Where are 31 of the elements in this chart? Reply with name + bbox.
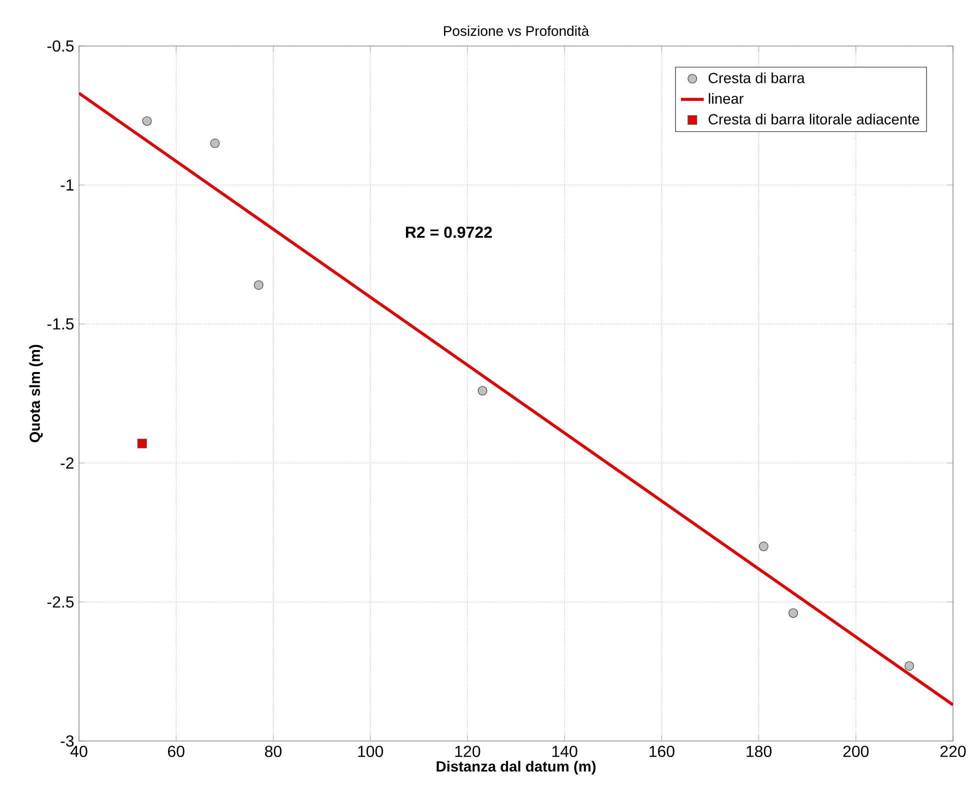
x-axis-title: Distanza dal datum (m) [436,760,596,775]
point [478,386,488,396]
y-tick-label: -1 [60,180,74,191]
y-axis-title: Quota slm (m) [29,344,43,442]
point [137,438,147,448]
y-tick-label: -2 [60,457,74,469]
x-tick-label: 140 [552,746,578,758]
y-tick-label: -2.5 [47,596,74,608]
x-tick-label: 60 [168,746,184,758]
x-tick-label: 180 [746,746,772,758]
point [254,280,264,290]
x-tick-label: 220 [940,746,966,758]
legend-label: linear [708,93,744,104]
x-tick-label: 160 [650,746,674,758]
x-tick-label: 80 [265,746,282,758]
point [788,608,798,618]
y-tick-label: -1.5 [47,318,74,330]
y-tick-label: -0.5 [47,40,74,52]
point [904,661,914,671]
x-tick-label: 200 [843,746,869,758]
x-tick-label: 100 [358,746,384,758]
x-tick-label: 40 [70,746,88,758]
annotation: R2 = 0.9722 [406,226,492,238]
chart-title: Posizione vs Profondità [444,26,590,36]
point [210,138,220,148]
y-tick-label: -3 [60,735,74,747]
point [758,542,768,552]
point [142,116,152,126]
x-tick-label: 120 [455,746,480,758]
legend-label: Cresta di barra litorale adiacente [708,114,920,124]
legend-label: Cresta di barra [708,72,805,84]
